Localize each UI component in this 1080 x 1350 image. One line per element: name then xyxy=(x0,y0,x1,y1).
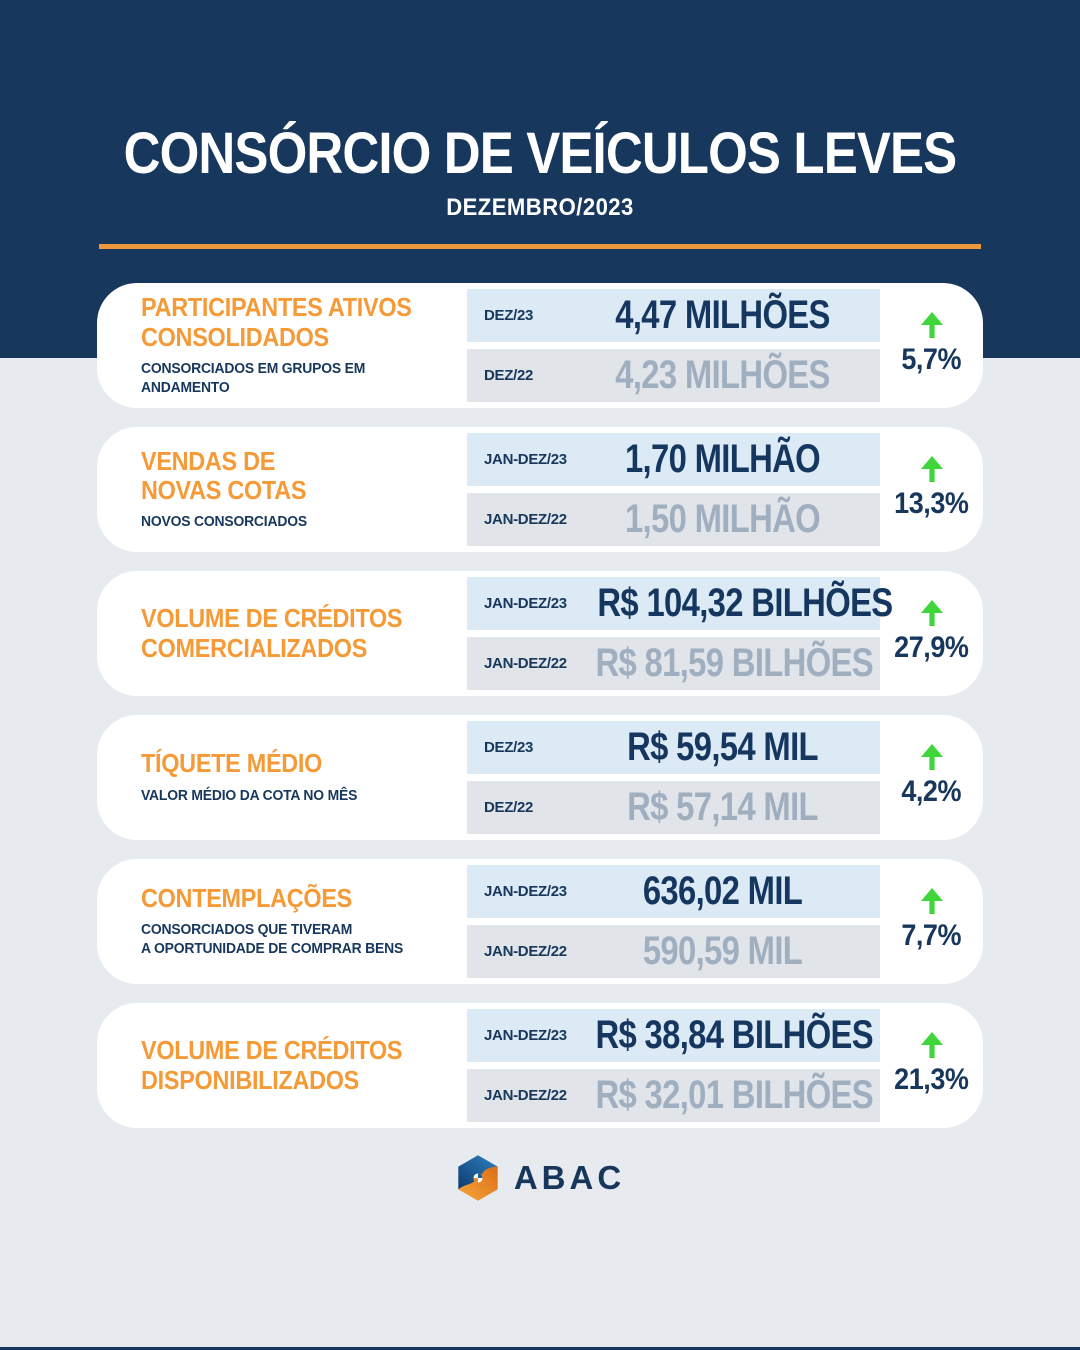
previous-period-row: DEZ/22 R$ 57,14 MIL xyxy=(467,781,880,834)
up-arrow-icon xyxy=(920,744,943,770)
previous-period-row: DEZ/22 4,23 MILHÕES xyxy=(467,349,880,402)
metric-card: PARTICIPANTES ATIVOS CONSOLIDADOS CONSOR… xyxy=(97,283,983,408)
current-period-value: 1,70 MILHÃO xyxy=(624,437,821,481)
change-indicator: 7,7% xyxy=(880,888,983,955)
metric-description: VALOR MÉDIO DA COTA NO MÊS xyxy=(141,787,358,804)
metric-card-heading: VENDAS DE NOVAS COTAS NOVOS CONSORCIADOS xyxy=(97,445,467,533)
previous-period-label: JAN-DEZ/22 xyxy=(484,655,567,672)
change-percent: 21,3% xyxy=(894,1063,969,1096)
metric-card-heading: TÍQUETE MÉDIO VALOR MÉDIO DA COTA NO MÊS xyxy=(97,749,467,805)
metric-value-rows: JAN-DEZ/23 R$ 38,84 BILHÕES JAN-DEZ/22 R… xyxy=(467,1009,880,1122)
current-period-label: DEZ/23 xyxy=(484,739,534,756)
current-period-value: R$ 59,54 MIL xyxy=(627,725,818,769)
metric-title: VENDAS DE NOVAS COTAS xyxy=(141,445,307,506)
abac-logo-icon xyxy=(458,1155,498,1201)
brand-name: ABAC xyxy=(513,1159,626,1196)
page-subtitle: DEZEMBRO/2023 xyxy=(446,193,634,221)
current-period-row: JAN-DEZ/23 1,70 MILHÃO xyxy=(467,433,880,486)
metric-value-rows: DEZ/23 4,47 MILHÕES DEZ/22 4,23 MILHÕES xyxy=(467,289,880,402)
current-period-value: 4,47 MILHÕES xyxy=(615,293,830,337)
metric-card: VOLUME DE CRÉDITOS COMERCIALIZADOS JAN-D… xyxy=(97,571,983,696)
current-period-row: DEZ/23 4,47 MILHÕES xyxy=(467,289,880,342)
metric-card: CONTEMPLAÇÕES CONSORCIADOS QUE TIVERAM A… xyxy=(97,859,983,984)
previous-period-value: R$ 81,59 BILHÕES xyxy=(595,641,873,685)
previous-period-label: JAN-DEZ/22 xyxy=(484,511,567,528)
current-period-row: JAN-DEZ/23 636,02 MIL xyxy=(467,865,880,918)
metric-description: CONSORCIADOS EM GRUPOS EM ANDAMENTO xyxy=(141,361,366,396)
change-indicator: 13,3% xyxy=(880,456,983,523)
previous-period-label: JAN-DEZ/22 xyxy=(484,943,567,960)
metric-title: VOLUME DE CRÉDITOS COMERCIALIZADOS xyxy=(141,603,403,663)
metric-card-heading: PARTICIPANTES ATIVOS CONSOLIDADOS CONSOR… xyxy=(97,293,467,397)
metric-card: VENDAS DE NOVAS COTAS NOVOS CONSORCIADOS… xyxy=(97,427,983,552)
bottom-strip xyxy=(0,1347,1080,1350)
metric-card-heading: CONTEMPLAÇÕES CONSORCIADOS QUE TIVERAM A… xyxy=(97,882,467,959)
current-period-row: JAN-DEZ/23 R$ 104,32 BILHÕES xyxy=(467,577,893,630)
previous-period-label: DEZ/22 xyxy=(484,799,534,816)
current-period-label: JAN-DEZ/23 xyxy=(484,595,567,612)
current-period-label: DEZ/23 xyxy=(484,307,534,324)
metric-title: PARTICIPANTES ATIVOS CONSOLIDADOS xyxy=(141,292,412,352)
change-percent: 4,2% xyxy=(901,775,962,808)
change-percent: 13,3% xyxy=(894,487,969,520)
previous-period-value: 590,59 MIL xyxy=(642,929,803,973)
metric-value-rows: JAN-DEZ/23 1,70 MILHÃO JAN-DEZ/22 1,50 M… xyxy=(467,433,880,546)
previous-period-value: R$ 57,14 MIL xyxy=(627,785,818,829)
metric-value-rows: JAN-DEZ/23 R$ 104,32 BILHÕES JAN-DEZ/22 … xyxy=(467,577,893,690)
up-arrow-icon xyxy=(920,888,943,914)
previous-period-value: 4,23 MILHÕES xyxy=(615,353,830,397)
metric-card: TÍQUETE MÉDIO VALOR MÉDIO DA COTA NO MÊS… xyxy=(97,715,983,840)
metric-description: CONSORCIADOS QUE TIVERAM A OPORTUNIDADE … xyxy=(141,922,404,958)
previous-period-label: DEZ/22 xyxy=(484,367,534,384)
metric-value-rows: JAN-DEZ/23 636,02 MIL JAN-DEZ/22 590,59 … xyxy=(467,865,880,978)
metric-title: CONTEMPLAÇÕES xyxy=(141,882,353,913)
title-divider xyxy=(99,243,981,249)
up-arrow-icon xyxy=(920,600,943,626)
change-percent: 7,7% xyxy=(901,919,962,952)
up-arrow-icon xyxy=(920,456,943,482)
previous-period-label: JAN-DEZ/22 xyxy=(484,1087,567,1104)
current-period-label: JAN-DEZ/23 xyxy=(484,1027,567,1044)
up-arrow-icon xyxy=(920,312,943,338)
current-period-value: R$ 104,32 BILHÕES xyxy=(597,581,893,625)
metric-cards: PARTICIPANTES ATIVOS CONSOLIDADOS CONSOR… xyxy=(97,283,983,1128)
metric-title: TÍQUETE MÉDIO xyxy=(141,748,323,779)
previous-period-row: JAN-DEZ/22 1,50 MILHÃO xyxy=(467,493,880,546)
metric-value-rows: DEZ/23 R$ 59,54 MIL DEZ/22 R$ 57,14 MIL xyxy=(467,721,880,834)
metric-card-heading: VOLUME DE CRÉDITOS COMERCIALIZADOS xyxy=(97,603,467,663)
change-percent: 5,7% xyxy=(901,343,962,376)
metric-card-heading: VOLUME DE CRÉDITOS DISPONIBILIZADOS xyxy=(97,1035,467,1095)
current-period-row: JAN-DEZ/23 R$ 38,84 BILHÕES xyxy=(467,1009,880,1062)
metric-description: NOVOS CONSORCIADOS xyxy=(141,514,307,531)
current-period-label: JAN-DEZ/23 xyxy=(484,883,567,900)
previous-period-row: JAN-DEZ/22 R$ 81,59 BILHÕES xyxy=(467,637,880,690)
previous-period-value: 1,50 MILHÃO xyxy=(624,497,821,541)
previous-period-row: JAN-DEZ/22 R$ 32,01 BILHÕES xyxy=(467,1069,880,1122)
change-indicator: 27,9% xyxy=(880,600,983,667)
current-period-row: DEZ/23 R$ 59,54 MIL xyxy=(467,721,880,774)
current-period-value: 636,02 MIL xyxy=(642,869,803,913)
up-arrow-icon xyxy=(920,1032,943,1058)
metric-card: VOLUME DE CRÉDITOS DISPONIBILIZADOS JAN-… xyxy=(97,1003,983,1128)
current-period-label: JAN-DEZ/23 xyxy=(484,451,567,468)
previous-period-row: JAN-DEZ/22 590,59 MIL xyxy=(467,925,880,978)
previous-period-value: R$ 32,01 BILHÕES xyxy=(595,1073,873,1117)
change-percent: 27,9% xyxy=(894,631,969,664)
brand-footer: ABAC xyxy=(0,1153,1080,1203)
change-indicator: 5,7% xyxy=(880,312,983,379)
change-indicator: 4,2% xyxy=(880,744,983,811)
current-period-value: R$ 38,84 BILHÕES xyxy=(595,1013,873,1057)
metric-title: VOLUME DE CRÉDITOS DISPONIBILIZADOS xyxy=(141,1035,403,1095)
page-title: CONSÓRCIO DE VEÍCULOS LEVES xyxy=(123,121,958,186)
change-indicator: 21,3% xyxy=(880,1032,983,1099)
